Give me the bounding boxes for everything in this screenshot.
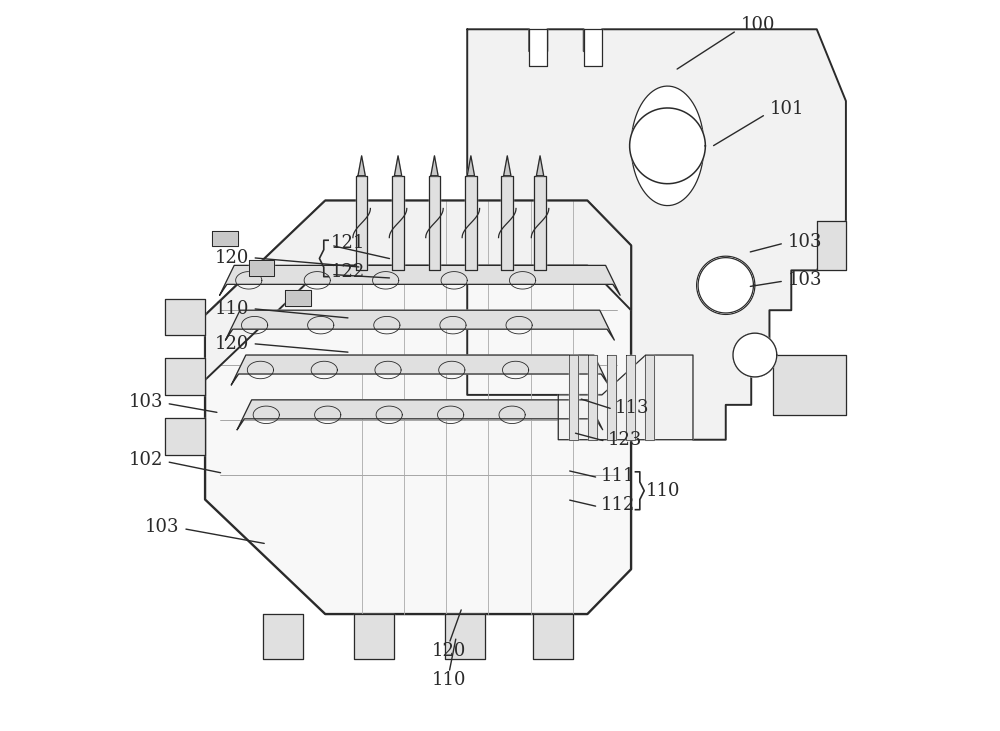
Text: 122: 122 (331, 263, 365, 281)
Text: 110: 110 (646, 482, 680, 500)
Polygon shape (392, 175, 404, 270)
Text: 121: 121 (331, 234, 365, 252)
Polygon shape (205, 200, 631, 380)
Text: 123: 123 (608, 431, 642, 449)
Text: 111: 111 (600, 467, 635, 485)
Text: 103: 103 (129, 393, 164, 411)
Polygon shape (263, 614, 303, 659)
Polygon shape (467, 29, 846, 440)
Text: 120: 120 (214, 249, 249, 267)
Polygon shape (630, 108, 705, 183)
Text: 110: 110 (432, 671, 466, 689)
Polygon shape (165, 358, 205, 395)
Polygon shape (534, 175, 546, 270)
Polygon shape (354, 614, 394, 659)
Text: 112: 112 (600, 496, 635, 515)
Polygon shape (429, 175, 440, 270)
Polygon shape (445, 614, 485, 659)
Polygon shape (237, 400, 603, 430)
Polygon shape (358, 156, 365, 175)
Polygon shape (607, 355, 616, 440)
Polygon shape (536, 156, 544, 175)
Polygon shape (697, 256, 755, 314)
Polygon shape (569, 355, 578, 440)
Text: 103: 103 (788, 270, 822, 289)
Polygon shape (817, 221, 846, 270)
Polygon shape (529, 29, 547, 66)
Polygon shape (533, 614, 573, 659)
Polygon shape (249, 260, 274, 276)
Polygon shape (467, 156, 475, 175)
Polygon shape (225, 310, 614, 340)
Text: 120: 120 (214, 335, 249, 352)
Text: 100: 100 (740, 15, 775, 34)
Polygon shape (465, 175, 477, 270)
Polygon shape (733, 333, 777, 377)
Polygon shape (220, 265, 620, 295)
Polygon shape (165, 418, 205, 455)
Polygon shape (698, 257, 753, 313)
Text: 101: 101 (769, 100, 804, 118)
Polygon shape (558, 355, 693, 440)
Text: 103: 103 (145, 518, 180, 536)
Text: 113: 113 (615, 398, 650, 417)
Text: 102: 102 (129, 451, 164, 469)
Polygon shape (733, 333, 777, 377)
Text: 103: 103 (788, 232, 822, 251)
Text: 120: 120 (432, 642, 466, 660)
Polygon shape (356, 175, 367, 270)
Polygon shape (584, 29, 602, 66)
Polygon shape (212, 230, 238, 246)
Polygon shape (631, 86, 704, 205)
Polygon shape (645, 355, 654, 440)
Polygon shape (588, 355, 597, 440)
Polygon shape (205, 200, 631, 614)
Polygon shape (504, 156, 511, 175)
Polygon shape (773, 355, 846, 414)
Polygon shape (626, 355, 635, 440)
Text: 110: 110 (214, 300, 249, 318)
Polygon shape (394, 156, 402, 175)
Polygon shape (285, 290, 311, 306)
Polygon shape (431, 156, 438, 175)
Polygon shape (165, 299, 205, 335)
Polygon shape (501, 175, 513, 270)
Polygon shape (231, 355, 609, 385)
